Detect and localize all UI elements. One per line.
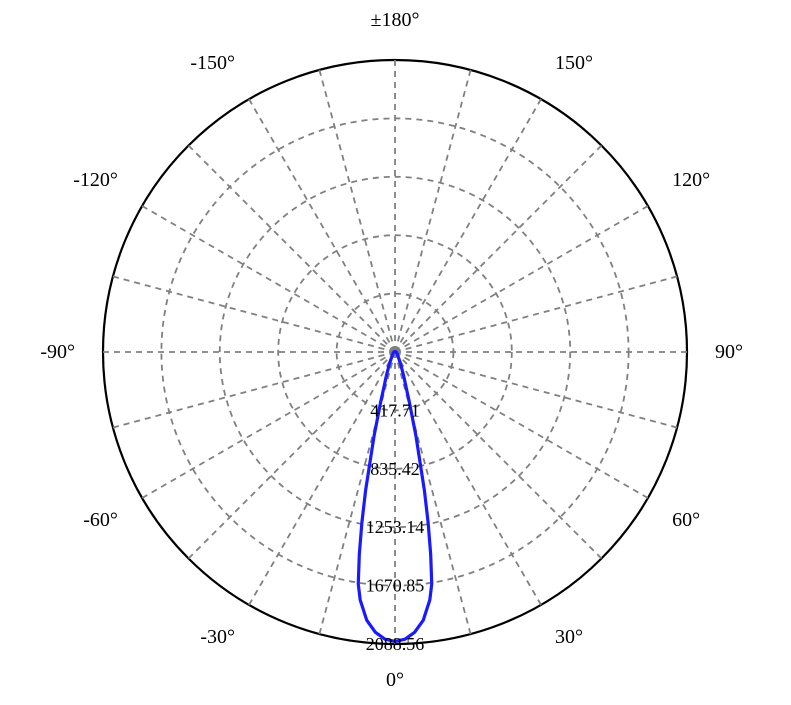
grid-spoke [395,99,541,352]
angle-label: 150° [555,52,593,74]
grid-spoke [142,352,395,498]
grid-spoke [395,70,471,352]
angle-label: 120° [672,169,710,191]
grid-spoke [249,99,395,352]
grid-spoke [189,146,395,352]
radial-tick-label: 1253.14 [366,517,425,537]
radial-tick-label: 835.42 [370,459,420,479]
grid-spoke [142,206,395,352]
grid-spoke [395,146,601,352]
angle-label: 60° [672,509,700,531]
grid-spoke [395,352,648,498]
polar-chart: 417.71 835.42 1253.14 1670.85 2088.56 ±180° -1… [0,0,791,705]
grid-spoke [319,70,395,352]
angle-label: 30° [555,626,583,648]
angle-label: -90° [40,341,75,363]
radial-tick-label: 417.71 [370,400,420,420]
angle-label: -150° [190,52,235,74]
radial-tick-label: 2088.56 [366,634,425,654]
angle-label: -120° [73,169,118,191]
angle-label: 0° [386,669,404,691]
grid-spoke [395,206,648,352]
grid-spoke [113,276,395,352]
grid-spoke [395,276,677,352]
angle-label: -60° [83,509,118,531]
grid-spoke [189,352,395,558]
angle-label: 90° [715,341,743,363]
polar-svg: 417.71 835.42 1253.14 1670.85 2088.56 ±180° -1… [0,0,791,705]
grid-spoke [395,352,601,558]
grid-spoke [395,352,677,428]
angle-label: -30° [200,626,235,648]
grid-spoke [113,352,395,428]
angle-label: ±180° [371,9,420,31]
radial-tick-label: 1670.85 [366,576,425,596]
